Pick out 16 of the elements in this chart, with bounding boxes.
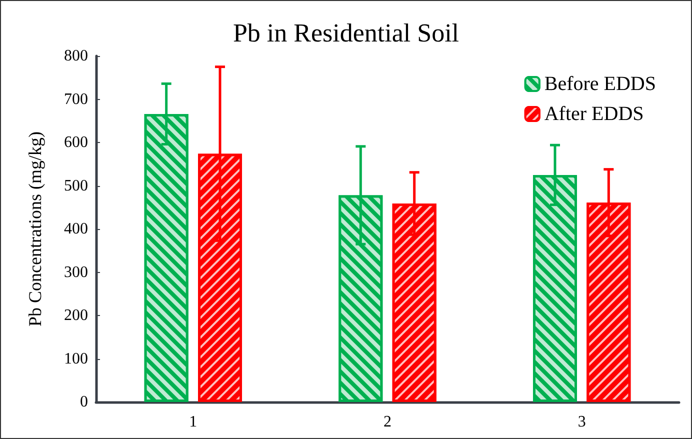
y-tick-label: 400 bbox=[64, 220, 88, 238]
y-tick-label: 200 bbox=[64, 307, 88, 324]
y-tick-label: 800 bbox=[64, 48, 88, 64]
y-tick-label: 100 bbox=[64, 350, 88, 368]
y-tick-label: 700 bbox=[64, 90, 88, 108]
chart-title: Pb in Residential Soil bbox=[232, 18, 460, 48]
x-tick-label: 2 bbox=[384, 414, 392, 430]
legend-label: Before EDDS bbox=[544, 73, 656, 95]
y-tick-label: 600 bbox=[64, 134, 88, 151]
y-tick-label: 300 bbox=[64, 264, 88, 281]
legend-label: After EDDS bbox=[544, 103, 644, 125]
y-tick-label: 500 bbox=[64, 177, 88, 194]
x-tick-label: 1 bbox=[189, 414, 198, 430]
y-tick-label: 0 bbox=[80, 394, 88, 410]
y-axis-title: Pb Concentrations (mg/kg) bbox=[25, 132, 45, 326]
x-tick-label: 3 bbox=[578, 414, 586, 430]
